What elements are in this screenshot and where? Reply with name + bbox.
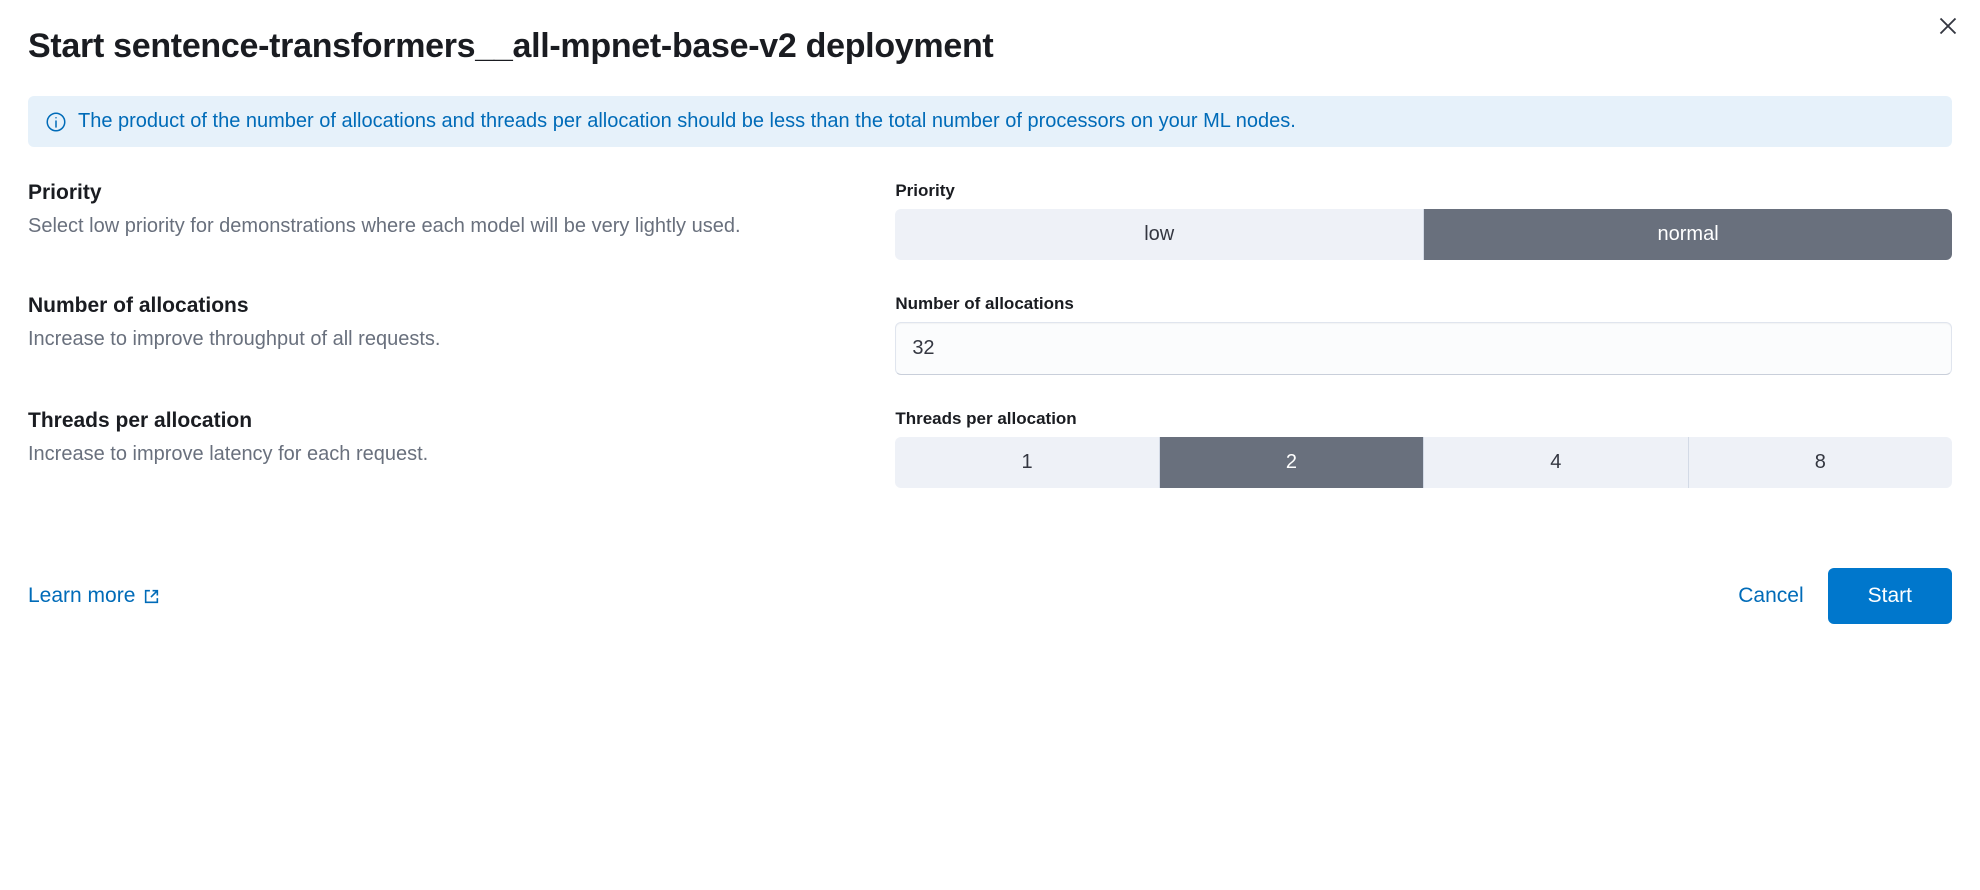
priority-toggle-group: low normal — [895, 209, 1952, 260]
cancel-button[interactable]: Cancel — [1738, 584, 1803, 608]
close-button[interactable] — [1934, 12, 1962, 43]
allocations-description: Increase to improve throughput of all re… — [28, 324, 855, 354]
learn-more-label: Learn more — [28, 584, 135, 608]
priority-option-low[interactable]: low — [895, 209, 1424, 260]
threads-option-4[interactable]: 4 — [1424, 437, 1688, 488]
threads-field-label: Threads per allocation — [895, 409, 1952, 429]
allocations-heading: Number of allocations — [28, 294, 855, 318]
info-icon — [46, 112, 66, 132]
priority-option-normal[interactable]: normal — [1424, 209, 1952, 260]
threads-description: Increase to improve latency for each req… — [28, 439, 855, 469]
learn-more-link[interactable]: Learn more — [28, 584, 160, 608]
threads-toggle-group: 1 2 4 8 — [895, 437, 1952, 488]
threads-option-8[interactable]: 8 — [1689, 437, 1952, 488]
close-icon — [1938, 16, 1958, 36]
allocations-input[interactable] — [895, 322, 1952, 375]
priority-heading: Priority — [28, 181, 855, 205]
info-callout-text: The product of the number of allocations… — [78, 110, 1296, 133]
threads-option-1[interactable]: 1 — [895, 437, 1159, 488]
threads-option-2[interactable]: 2 — [1160, 437, 1424, 488]
priority-field-label: Priority — [895, 181, 1952, 201]
threads-heading: Threads per allocation — [28, 409, 855, 433]
external-link-icon — [143, 588, 160, 605]
page-title: Start sentence-transformers__all-mpnet-b… — [28, 24, 993, 68]
info-callout: The product of the number of allocations… — [28, 96, 1952, 147]
start-button[interactable]: Start — [1828, 568, 1952, 624]
priority-description: Select low priority for demonstrations w… — [28, 211, 855, 241]
allocations-field-label: Number of allocations — [895, 294, 1952, 314]
